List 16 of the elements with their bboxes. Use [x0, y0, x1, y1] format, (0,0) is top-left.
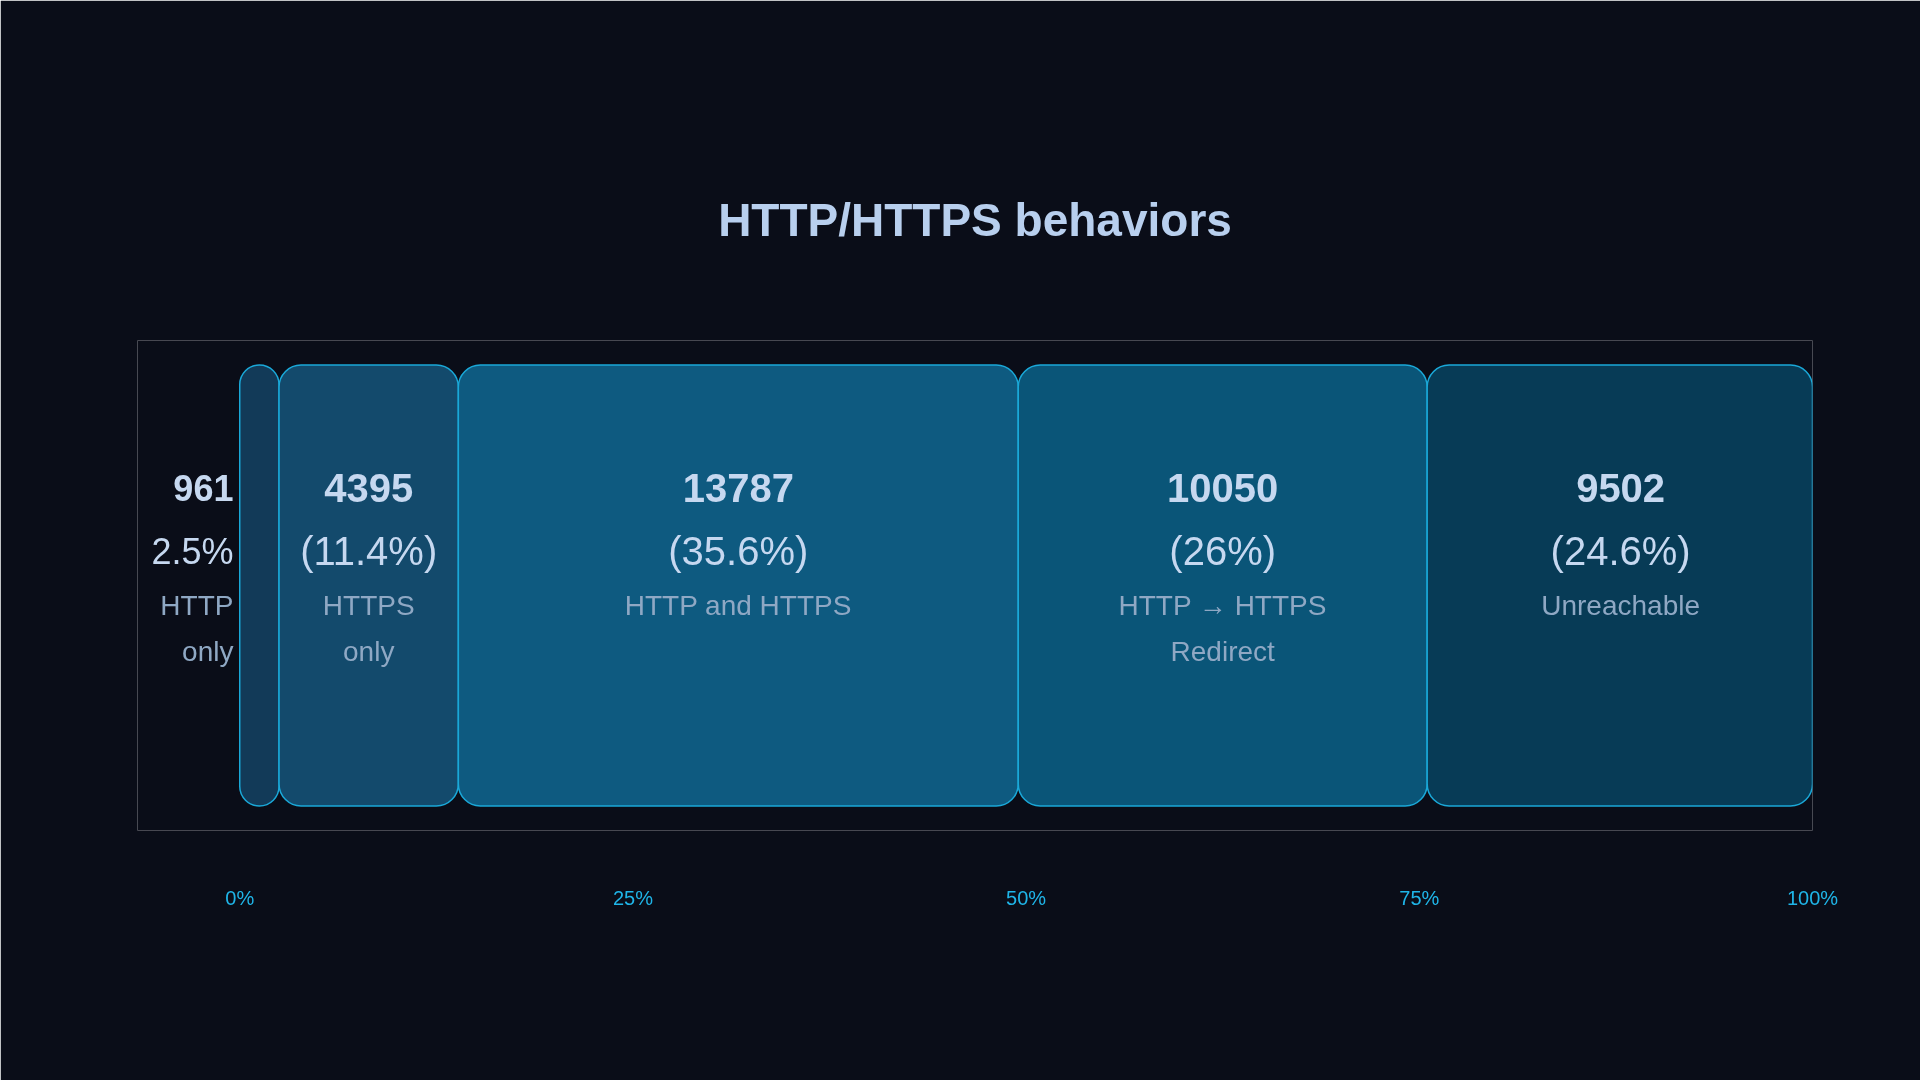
series-label: HTTP only [160, 589, 234, 668]
data-label: 13787 (35.6%) [668, 465, 809, 574]
series-label: HTTP → HTTPS Redirect [1118, 589, 1327, 668]
data-label: 961 2.5% [151, 467, 234, 572]
data-label: 4395 (11.4%) [300, 465, 438, 574]
series-label: HTTP and HTTPS [624, 589, 852, 621]
series-label: HTTPS only [322, 589, 415, 668]
series-label: Unreachable [1541, 589, 1701, 621]
x-tick-label: 75% [1399, 886, 1440, 909]
x-tick-label: 0% [225, 886, 255, 909]
data-label: 10050 (26%) [1167, 465, 1279, 574]
x-tick-label: 25% [612, 886, 654, 909]
data-label: 9502 (24.6%) [1550, 465, 1691, 574]
x-tick-label: 50% [1006, 886, 1047, 909]
x-tick-label: 100% [1786, 886, 1839, 909]
chart-title: HTTP/HTTPS behaviors [718, 193, 1232, 246]
